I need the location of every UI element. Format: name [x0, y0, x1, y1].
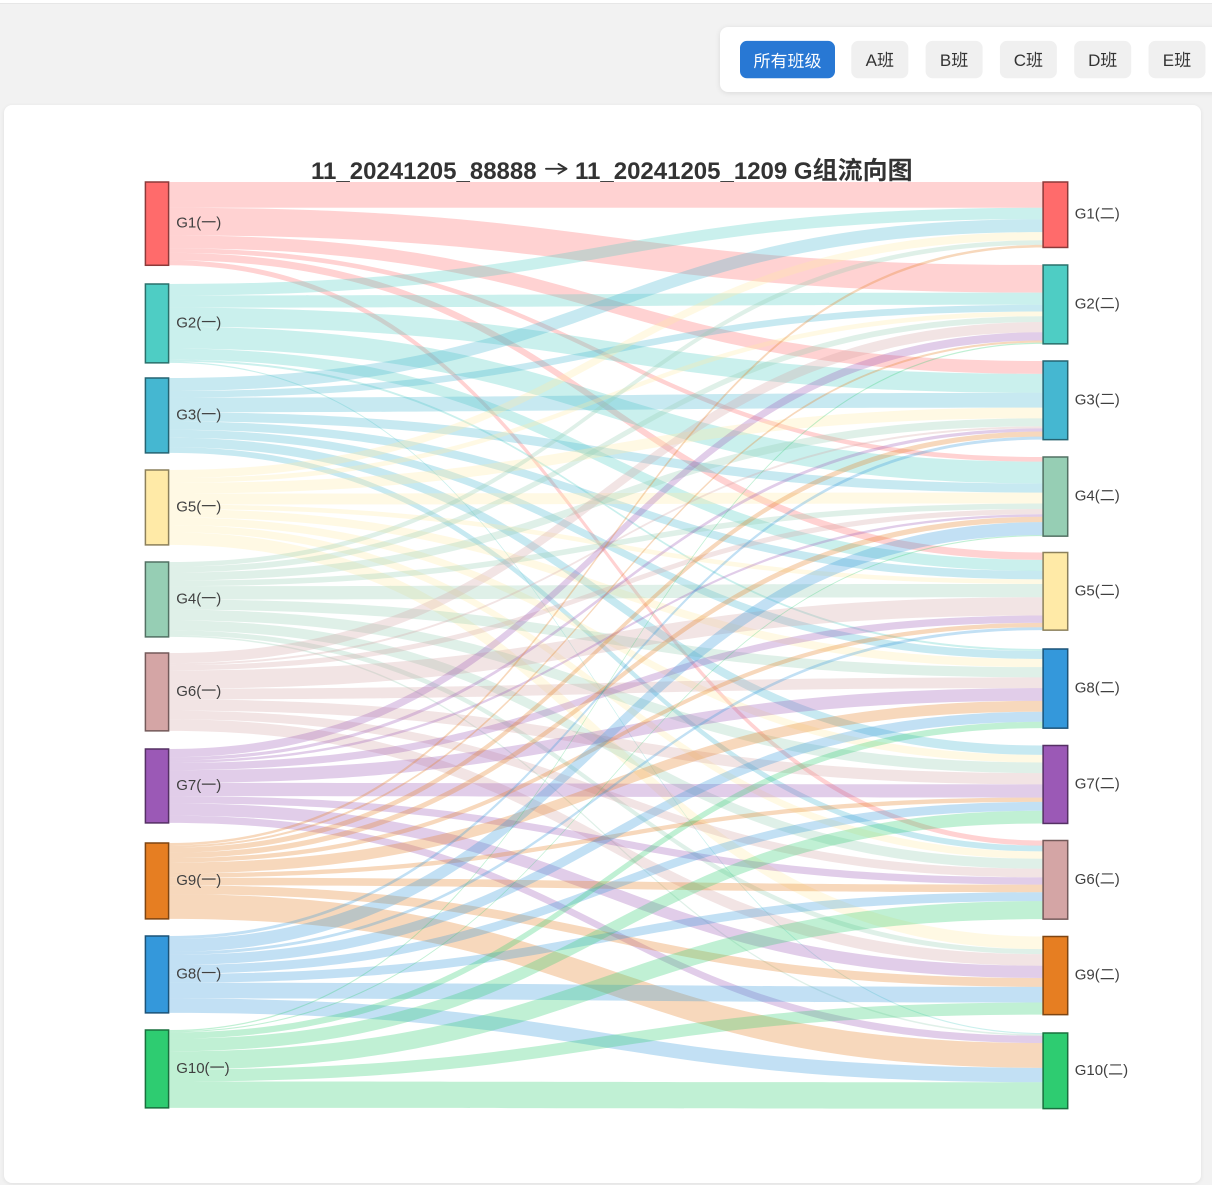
svg-text:): ) — [225, 1060, 230, 1077]
svg-text:): ) — [1123, 1062, 1128, 1079]
svg-text:G10(: G10( — [176, 1060, 209, 1077]
svg-text:G1(: G1( — [176, 215, 201, 232]
svg-text:G6(: G6( — [1075, 871, 1100, 888]
svg-text:): ) — [1115, 582, 1120, 599]
svg-text:G1(: G1( — [1075, 206, 1100, 223]
svg-text:G3(: G3( — [176, 407, 201, 424]
svg-text:E: E — [1163, 51, 1174, 70]
svg-text:G4(: G4( — [1075, 488, 1100, 505]
svg-text:G10(: G10( — [1075, 1062, 1108, 1079]
svg-text:G5(: G5( — [176, 499, 201, 516]
svg-text:): ) — [216, 499, 221, 516]
svg-text:G8(: G8( — [1075, 680, 1100, 697]
svg-text:C: C — [1014, 51, 1026, 70]
svg-text:): ) — [1115, 295, 1120, 312]
svg-text:G7(: G7( — [1075, 776, 1100, 793]
svg-text:): ) — [216, 215, 221, 232]
svg-text:): ) — [1115, 206, 1120, 223]
svg-text:): ) — [1115, 391, 1120, 408]
svg-text:11_20241205_1209 G: 11_20241205_1209 G — [575, 158, 813, 185]
svg-text:): ) — [216, 965, 221, 982]
svg-text:): ) — [216, 683, 221, 700]
svg-text:): ) — [216, 777, 221, 794]
svg-text:G9(: G9( — [176, 872, 201, 889]
svg-text:G9(: G9( — [1075, 967, 1100, 984]
svg-text:G2(: G2( — [1075, 295, 1100, 312]
svg-text:G3(: G3( — [1075, 391, 1100, 408]
svg-text:D: D — [1088, 51, 1100, 70]
svg-text:G8(: G8( — [176, 965, 201, 982]
svg-text:): ) — [216, 407, 221, 424]
svg-text:G6(: G6( — [176, 683, 201, 700]
svg-text:A: A — [866, 51, 878, 70]
svg-text:): ) — [1115, 488, 1120, 505]
svg-text:): ) — [216, 591, 221, 608]
svg-text:11_20241205_88888: 11_20241205_88888 — [311, 158, 537, 185]
svg-text:): ) — [216, 314, 221, 331]
svg-text:): ) — [1115, 871, 1120, 888]
svg-text:G7(: G7( — [176, 777, 201, 794]
svg-text:): ) — [1115, 680, 1120, 697]
svg-text:): ) — [216, 872, 221, 889]
svg-text:G5(: G5( — [1075, 582, 1100, 599]
svg-text:G2(: G2( — [176, 314, 201, 331]
svg-text:B: B — [940, 51, 951, 70]
svg-text:G4(: G4( — [176, 591, 201, 608]
svg-text:): ) — [1115, 776, 1120, 793]
svg-text:): ) — [1115, 967, 1120, 984]
